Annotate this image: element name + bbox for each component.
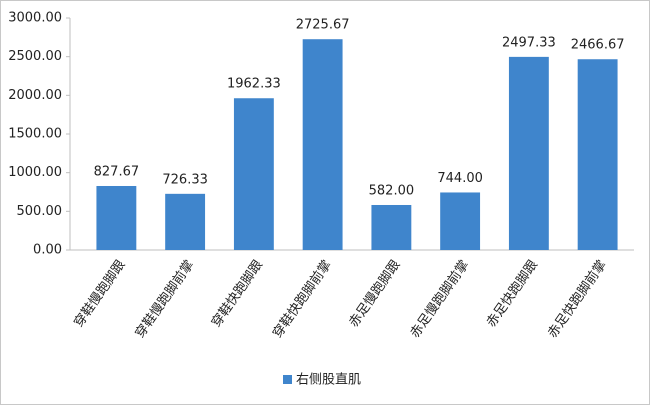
bar [508, 56, 549, 251]
bar [302, 39, 343, 250]
data-label: 2497.33 [502, 35, 556, 50]
y-tick-label: 500.00 [17, 204, 63, 219]
y-tick-label: 1000.00 [8, 165, 62, 180]
data-label: 827.67 [94, 164, 140, 179]
y-tick-label: 1500.00 [8, 127, 62, 142]
bar [96, 185, 137, 250]
data-label: 744.00 [437, 171, 483, 186]
data-label: 582.00 [369, 183, 415, 198]
y-tick-label: 2500.00 [8, 49, 62, 64]
data-label: 726.33 [162, 172, 208, 187]
data-label: 1962.33 [227, 77, 281, 92]
bar [165, 193, 206, 250]
y-tick-label: 2000.00 [8, 88, 62, 103]
bar [440, 192, 481, 250]
bar [577, 59, 618, 250]
legend-swatch [283, 375, 292, 384]
data-label: 2725.67 [296, 18, 350, 33]
legend-label: 右侧股直肌 [296, 373, 361, 388]
data-label: 2466.67 [571, 38, 625, 53]
y-tick-label: 3000.00 [8, 11, 62, 26]
bar [371, 204, 412, 250]
bar [233, 98, 274, 250]
y-tick-label: 0.00 [33, 243, 62, 258]
